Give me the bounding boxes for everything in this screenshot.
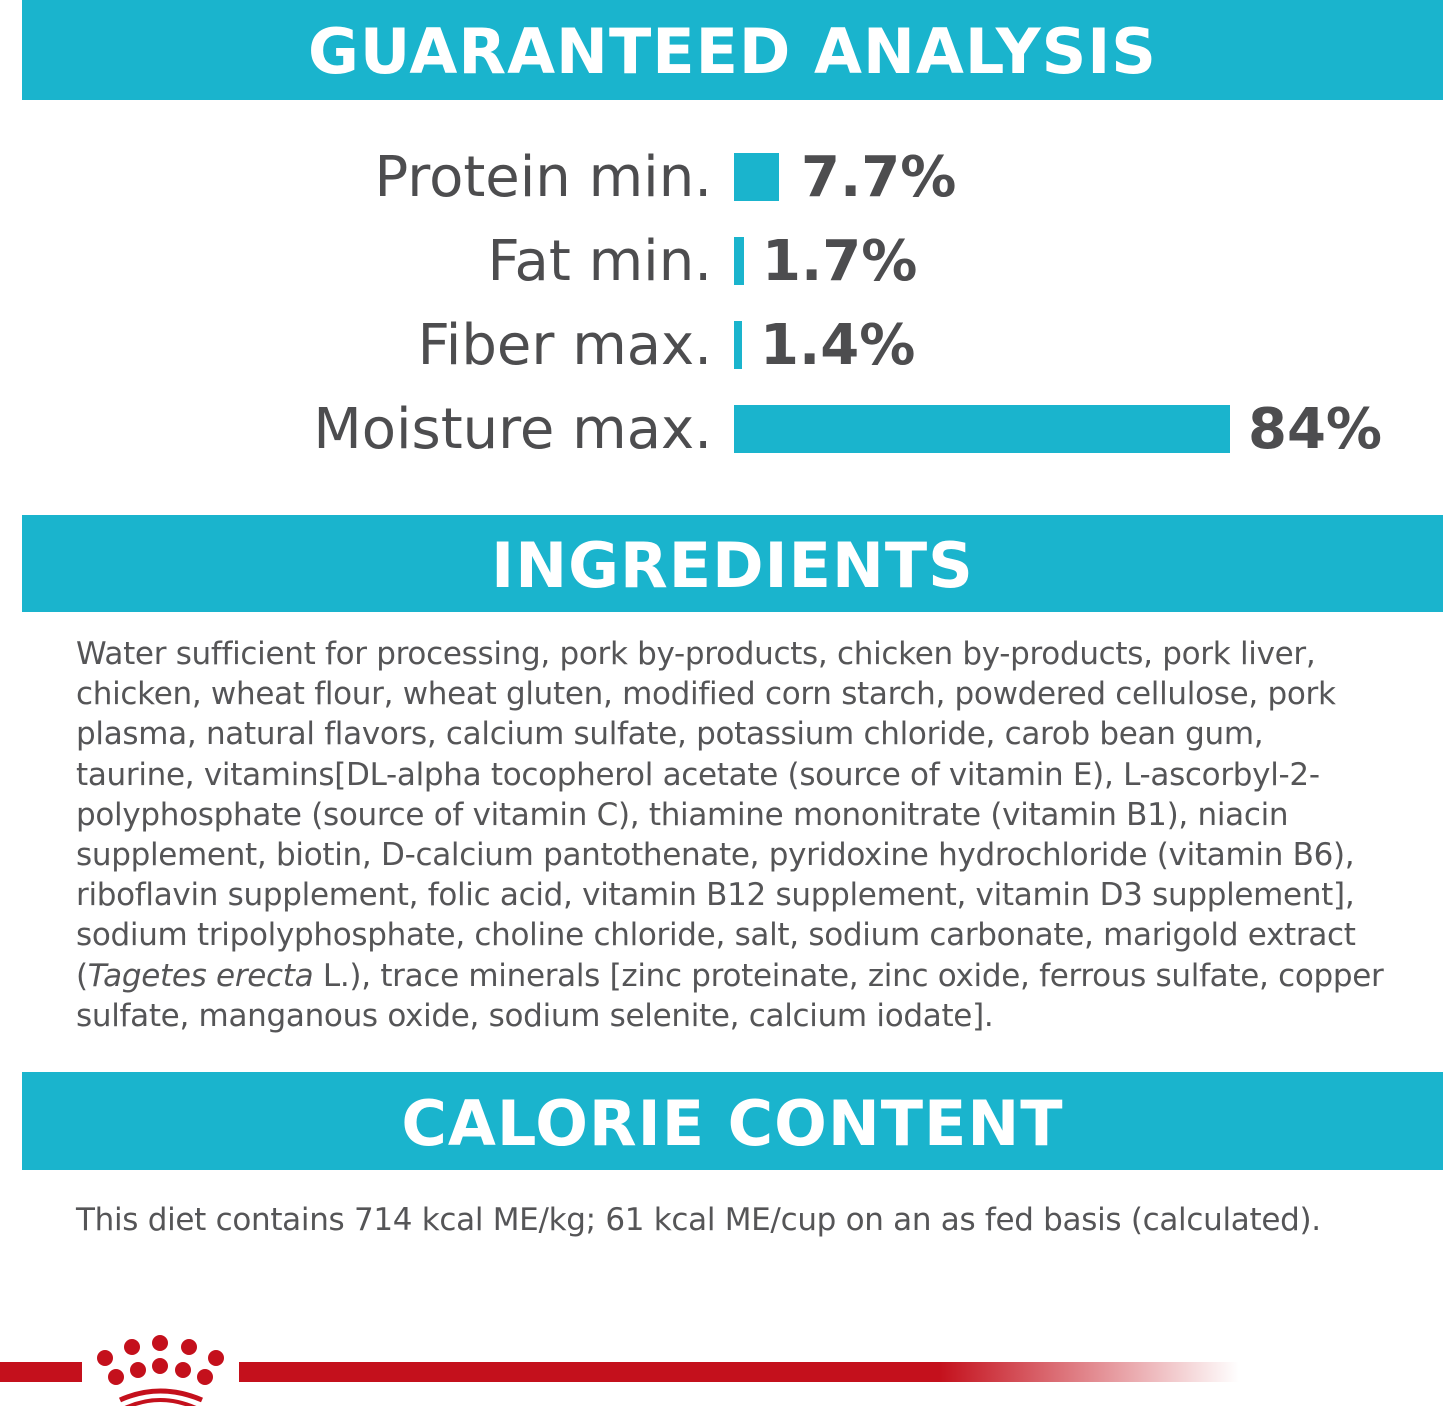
- analysis-row: Fiber max. 1.4%: [0, 316, 1445, 376]
- red-line-right: [239, 1362, 1239, 1382]
- ingredients-line: sulfate, manganous oxide, sodium selenit…: [76, 998, 994, 1034]
- ingredients-line: taurine, vitamins[DL-alpha tocopherol ac…: [76, 756, 1320, 793]
- analysis-label: Moisture max.: [313, 397, 712, 462]
- analysis-value: 7.7%: [801, 145, 957, 210]
- ingredients-line: sodium tripolyphosphate, choline chlorid…: [76, 917, 1356, 954]
- ingredients-line: riboflavin supplement, folic acid, vitam…: [76, 877, 1355, 914]
- analysis-value: 1.7%: [762, 229, 918, 294]
- ingredients-line: (Tagetes erecta L.), trace minerals [zin…: [76, 958, 1384, 994]
- analysis-value: 1.4%: [760, 313, 916, 378]
- analysis-bar: [734, 237, 744, 285]
- analysis-label: Fat min.: [487, 229, 712, 294]
- analysis-label: Protein min.: [374, 145, 712, 210]
- ingredients-line: Water sufficient for processing, pork by…: [76, 636, 1316, 672]
- ingredients-line: polyphosphate (source of vitamin C), thi…: [76, 796, 1289, 833]
- analysis-row: Fat min. 1.7%: [0, 232, 1445, 292]
- red-line-left: [0, 1362, 82, 1382]
- calorie-text: This diet contains 714 kcal ME/kg; 61 kc…: [76, 1202, 1321, 1238]
- analysis-bar: [734, 405, 1230, 453]
- analysis-label: Fiber max.: [417, 313, 712, 378]
- analysis-bar: [734, 153, 779, 201]
- ingredients-header: INGREDIENTS: [22, 515, 1443, 612]
- analysis-bar: [734, 321, 742, 369]
- analysis-value: 84%: [1248, 397, 1383, 462]
- royal-canin-crown-icon: [97, 1335, 224, 1406]
- calorie-content-header: CALORIE CONTENT: [22, 1072, 1443, 1170]
- guaranteed-analysis-header: GUARANTEED ANALYSIS: [22, 0, 1443, 100]
- analysis-row: Protein min. 7.7%: [0, 148, 1445, 208]
- analysis-row: Moisture max. 84%: [0, 400, 1445, 460]
- ingredients-line: chicken, wheat flour, wheat gluten, modi…: [76, 676, 1336, 713]
- ingredients-line: supplement, biotin, D-calcium pantothena…: [76, 837, 1355, 873]
- ingredients-line: plasma, natural flavors, calcium sulfate…: [76, 716, 1264, 753]
